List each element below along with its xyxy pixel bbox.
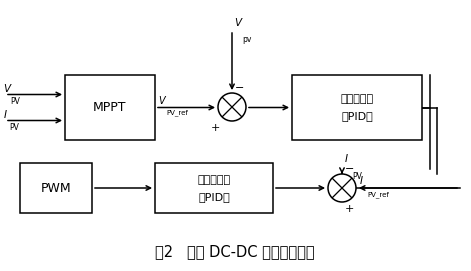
Circle shape (218, 93, 246, 121)
Text: PV: PV (352, 172, 362, 181)
Text: $-$: $-$ (234, 81, 244, 91)
Text: 图2   光伏 DC-DC 模块控制策略: 图2 光伏 DC-DC 模块控制策略 (155, 244, 315, 260)
Bar (155, 163, 273, 213)
Text: PV: PV (9, 122, 19, 131)
Text: PV_ref: PV_ref (367, 191, 389, 198)
Text: $V$: $V$ (3, 82, 13, 93)
Text: 电压调节器: 电压调节器 (341, 95, 374, 105)
Text: PV_ref: PV_ref (166, 109, 188, 116)
Text: （PID）: （PID） (198, 192, 230, 202)
Text: $I$: $I$ (3, 108, 8, 120)
Text: $I$: $I$ (359, 174, 364, 186)
Bar (292, 75, 422, 140)
Text: PWM: PWM (41, 182, 71, 195)
Bar (65, 75, 155, 140)
Text: $V$: $V$ (158, 93, 167, 105)
Bar (20, 163, 92, 213)
Text: pv: pv (242, 35, 252, 44)
Circle shape (328, 174, 356, 202)
Text: $-$: $-$ (344, 162, 354, 172)
Text: PV: PV (10, 96, 20, 105)
Text: $+$: $+$ (344, 203, 354, 214)
Text: 电流调节器: 电流调节器 (197, 175, 231, 185)
Text: $+$: $+$ (210, 122, 220, 133)
Text: MPPT: MPPT (93, 101, 127, 114)
Text: $I$: $I$ (344, 152, 349, 164)
Text: $V$: $V$ (234, 16, 244, 28)
Text: （PID）: （PID） (341, 111, 373, 121)
